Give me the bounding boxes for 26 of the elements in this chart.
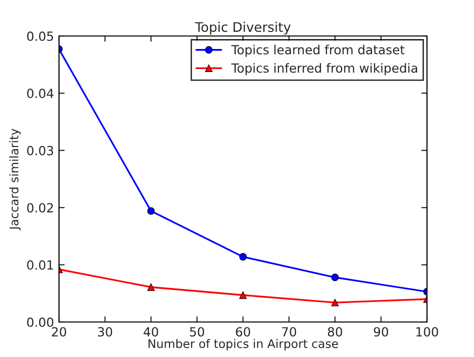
x-tick-label: 30: [98, 327, 112, 337]
x-tick-label: 50: [190, 327, 204, 337]
y-tick-label: 0.00: [27, 317, 54, 327]
y-tick-label: 0.02: [27, 203, 53, 213]
y-tick-label: 0.05: [27, 31, 54, 41]
x-tick-label: 60: [236, 327, 250, 337]
point: [147, 283, 155, 291]
x-tick-label: 100: [416, 327, 438, 337]
legend-label: Topics learned from dataset: [231, 44, 405, 57]
x-tick-label: 70: [282, 327, 296, 337]
point: [331, 274, 339, 282]
x-axis-title: Number of topics in Airport case: [148, 338, 338, 350]
x-tick-label: 80: [328, 327, 342, 337]
point: [147, 207, 155, 215]
x-tick-label: 40: [144, 327, 158, 337]
y-tick-label: 0.04: [27, 88, 54, 98]
y-tick-label: 0.01: [27, 260, 53, 270]
y-tick-label: 0.03: [27, 146, 54, 156]
point: [331, 298, 339, 306]
x-tick-label: 90: [374, 327, 388, 337]
x-tick-label: 20: [52, 327, 66, 337]
chart-title: Topic Diversity: [194, 22, 291, 35]
point: [239, 253, 247, 261]
y-axis-title: Jaccard similarity: [9, 128, 21, 230]
point: [239, 291, 247, 299]
legend-label: Topics inferred from wikipedia: [231, 63, 418, 76]
